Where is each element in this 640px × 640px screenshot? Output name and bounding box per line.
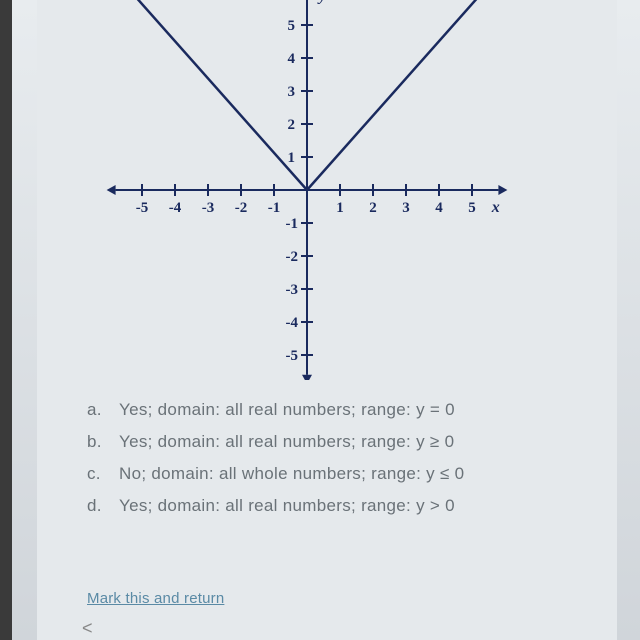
svg-text:y: y (317, 0, 327, 5)
svg-text:-5: -5 (136, 200, 149, 216)
option-text: Yes; domain: all real numbers; range: y … (119, 400, 607, 420)
option-d[interactable]: d. Yes; domain: all real numbers; range:… (87, 496, 607, 516)
option-letter: c. (87, 464, 119, 484)
svg-text:2: 2 (369, 200, 377, 216)
svg-text:-5: -5 (286, 348, 299, 364)
svg-text:-1: -1 (268, 200, 281, 216)
svg-text:4: 4 (435, 200, 443, 216)
option-text: No; domain: all whole numbers; range: y … (119, 464, 607, 484)
back-carat[interactable]: < (82, 618, 93, 639)
svg-text:-4: -4 (286, 315, 299, 331)
svg-text:-4: -4 (169, 200, 182, 216)
svg-text:-1: -1 (286, 216, 299, 232)
svg-text:5: 5 (468, 200, 476, 216)
svg-text:1: 1 (336, 200, 344, 216)
option-letter: b. (87, 432, 119, 452)
option-b[interactable]: b. Yes; domain: all real numbers; range:… (87, 432, 607, 452)
svg-text:1: 1 (288, 150, 296, 166)
option-a[interactable]: a. Yes; domain: all real numbers; range:… (87, 400, 607, 420)
option-text: Yes; domain: all real numbers; range: y … (119, 432, 607, 452)
svg-text:-3: -3 (286, 282, 299, 298)
svg-text:-3: -3 (202, 200, 215, 216)
svg-text:3: 3 (288, 84, 296, 100)
mark-and-return-link[interactable]: Mark this and return (87, 590, 224, 607)
svg-text:2: 2 (288, 117, 296, 133)
option-letter: a. (87, 400, 119, 420)
svg-text:x: x (491, 199, 500, 216)
svg-text:-2: -2 (286, 249, 299, 265)
answer-options: a. Yes; domain: all real numbers; range:… (87, 400, 607, 528)
svg-text:5: 5 (288, 18, 296, 34)
svg-text:3: 3 (402, 200, 410, 216)
option-text: Yes; domain: all real numbers; range: y … (119, 496, 607, 516)
svg-text:4: 4 (288, 51, 296, 67)
svg-text:-2: -2 (235, 200, 248, 216)
option-c[interactable]: c. No; domain: all whole numbers; range:… (87, 464, 607, 484)
option-letter: d. (87, 496, 119, 516)
absolute-value-chart: -5-4-3-2-112345x12345-1-2-3-4-5y (97, 0, 557, 380)
